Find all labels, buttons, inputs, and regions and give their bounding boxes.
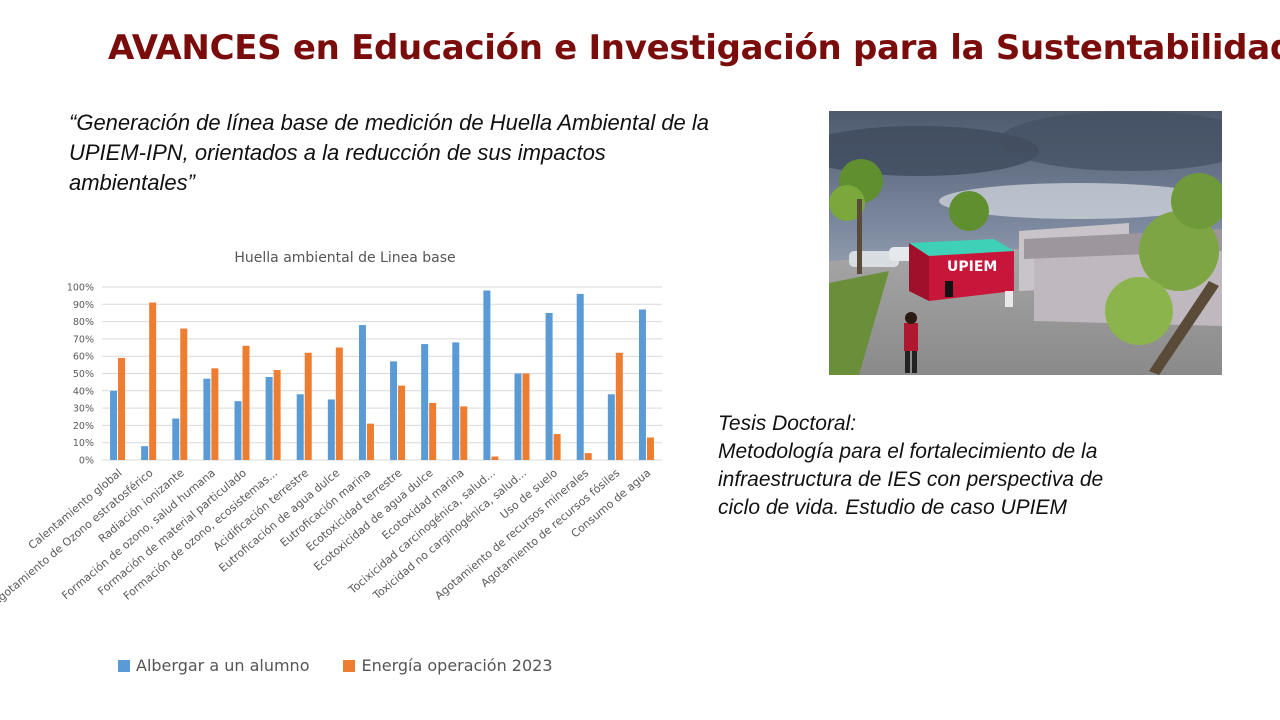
- bar-series-2: [211, 368, 219, 460]
- legend-swatch-orange: [343, 659, 356, 672]
- bar-series-1: [514, 373, 522, 460]
- bar-series-2: [242, 345, 250, 460]
- y-tick-label: 100%: [67, 283, 94, 294]
- y-tick-label: 80%: [73, 317, 94, 328]
- bar-series-1: [296, 394, 304, 460]
- bar-series-2: [366, 423, 374, 460]
- y-tick-label: 50%: [73, 369, 94, 380]
- y-tick-label: 0%: [79, 456, 94, 467]
- bar-series-2: [398, 385, 406, 460]
- y-tick-label: 40%: [73, 386, 94, 397]
- bar-series-1: [390, 361, 398, 460]
- thesis-label: Tesis Doctoral:: [718, 412, 857, 435]
- y-tick-label: 90%: [73, 300, 94, 311]
- chart-legend: Albergar a un alumno Energía operación 2…: [118, 656, 553, 675]
- legend-item-series-2: Energía operación 2023: [343, 656, 553, 675]
- bar-series-2: [460, 406, 468, 460]
- quote-line: UPIEM-IPN, orientados a la reducción de …: [69, 140, 606, 165]
- y-tick-label: 70%: [73, 334, 94, 345]
- bar-series-2: [553, 434, 561, 460]
- bar-series-2: [273, 370, 281, 460]
- y-tick-label: 30%: [73, 404, 94, 415]
- thesis-title-line: infraestructura de IES con perspectiva d…: [718, 468, 1104, 491]
- bar-series-1: [421, 344, 429, 460]
- bar-series-2: [615, 352, 623, 460]
- quote-line: “Generación de línea base de medición de…: [69, 110, 710, 135]
- thesis-title-line: ciclo de vida. Estudio de caso UPIEM: [718, 496, 1068, 519]
- bar-series-2: [491, 456, 499, 460]
- y-tick-label: 10%: [73, 438, 94, 449]
- legend-swatch-blue: [118, 659, 130, 672]
- building-sign: UPIEM: [947, 259, 997, 275]
- thesis-info: Tesis Doctoral: Metodología para el fort…: [718, 410, 1238, 522]
- bar-series-2: [429, 402, 437, 460]
- bar-series-1: [141, 446, 149, 460]
- bar-series-1: [172, 418, 180, 460]
- bar-series-1: [638, 309, 646, 460]
- bar-series-1: [234, 401, 242, 460]
- chart-title: Huella ambiental de Linea base: [234, 250, 456, 266]
- project-quote: “Generación de línea base de medición de…: [69, 108, 789, 198]
- bar-series-2: [180, 328, 188, 460]
- bar-series-1: [607, 394, 615, 460]
- bar-chart: 0%10%20%30%40%50%60%70%80%90%100%Calenta…: [0, 283, 662, 609]
- bar-series-2: [522, 373, 530, 460]
- legend-label: Albergar a un alumno: [136, 656, 310, 675]
- legend-item-series-1: Albergar a un alumno: [118, 656, 309, 675]
- legend-label: Energía operación 2023: [361, 656, 553, 675]
- bar-series-2: [646, 437, 654, 460]
- campus-render-image: UPIEM: [829, 111, 1222, 375]
- y-tick-label: 60%: [73, 352, 94, 363]
- bar-series-1: [545, 312, 553, 460]
- bar-series-1: [327, 399, 335, 460]
- bar-series-2: [118, 357, 126, 460]
- bar-series-1: [483, 290, 491, 460]
- quote-line: ambientales”: [69, 170, 195, 195]
- y-tick-label: 20%: [73, 421, 94, 432]
- bar-series-1: [452, 342, 460, 460]
- bar-series-2: [304, 352, 312, 460]
- bar-series-2: [584, 453, 592, 460]
- slide-title: AVANCES en Educación e Investigación par…: [108, 28, 1280, 68]
- bar-series-1: [203, 378, 211, 460]
- bar-series-2: [335, 347, 343, 460]
- bar-series-1: [576, 293, 584, 460]
- bar-series-1: [110, 390, 118, 460]
- thesis-title-line: Metodología para el fortalecimiento de l…: [718, 440, 1098, 463]
- bar-series-2: [149, 302, 157, 460]
- bar-series-1: [265, 376, 273, 460]
- bar-series-1: [358, 325, 366, 460]
